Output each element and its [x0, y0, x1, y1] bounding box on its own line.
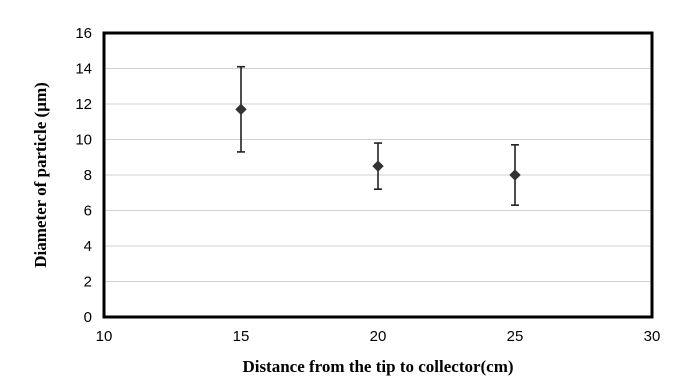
- x-axis-tick-labels: 10 15 20 25 30: [96, 328, 661, 345]
- y-tick-label: 8: [84, 167, 92, 184]
- y-tick-label: 6: [84, 203, 92, 220]
- x-tick-label: 25: [507, 328, 524, 345]
- y-tick-label: 0: [84, 309, 92, 326]
- data-point: [235, 103, 247, 116]
- y-tick-label: 4: [84, 238, 92, 255]
- data-point: [372, 160, 384, 172]
- y-tick-label: 10: [75, 132, 92, 149]
- x-tick-label: 10: [96, 328, 113, 345]
- y-tick-label: 14: [75, 61, 92, 78]
- y-axis-title: Diameter of particle (µm): [31, 82, 50, 268]
- y-tick-label: 2: [84, 274, 92, 291]
- y-tick-label: 12: [75, 96, 92, 113]
- data-markers: [235, 103, 521, 181]
- x-tick-label: 30: [644, 328, 661, 345]
- error-bars: [237, 65, 519, 206]
- x-axis-title: Distance from the tip to collector(cm): [242, 357, 513, 376]
- x-tick-label: 15: [233, 328, 250, 345]
- y-axis-tick-labels: 0 2 4 6 8 10 12 14 16: [75, 25, 92, 326]
- x-tick-label: 20: [370, 328, 387, 345]
- y-tick-label: 16: [75, 25, 92, 42]
- plot-area-frame: [102, 31, 654, 319]
- data-point: [509, 169, 521, 181]
